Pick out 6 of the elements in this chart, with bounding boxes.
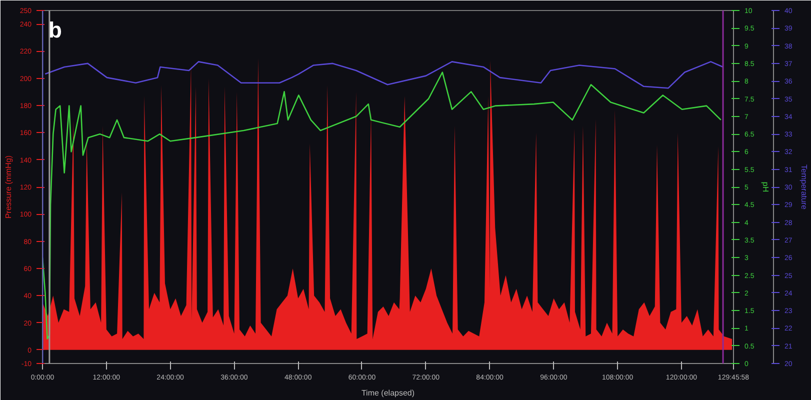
chart-title: b bbox=[48, 18, 62, 42]
y-axis-title: Pressure (mmHg) bbox=[4, 155, 13, 219]
x-axis-title: Time (elapsed) bbox=[361, 388, 415, 398]
y2-axis-title: pH bbox=[761, 182, 770, 192]
line-series bbox=[44, 61, 724, 89]
y3-axis-title: Temperature bbox=[799, 164, 808, 210]
